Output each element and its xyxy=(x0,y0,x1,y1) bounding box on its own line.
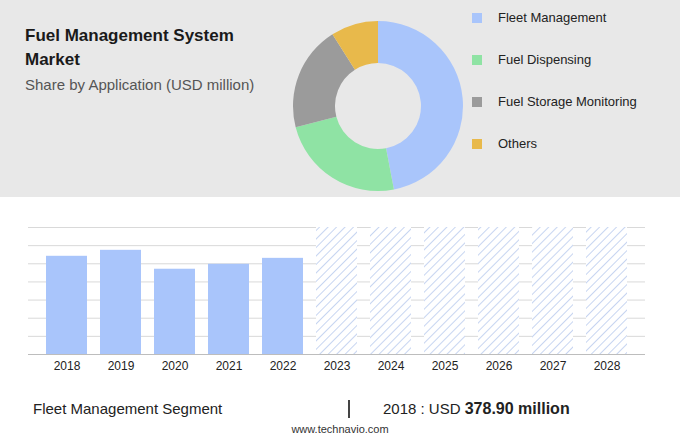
html-text:Others: Others xyxy=(498,136,537,151)
svg-text:2026: 2026 xyxy=(486,359,513,373)
svg-text:2025: 2025 xyxy=(432,359,459,373)
html-text:Fuel Dispensing: Fuel Dispensing xyxy=(498,52,592,67)
html-text:Share by Application (USD mill: Share by Application (USD million) xyxy=(25,76,255,93)
svg-text:2028: 2028 xyxy=(594,359,621,373)
html-text:2018 : USD 378.90 million: 2018 : USD 378.90 million xyxy=(383,400,570,417)
svg-text:2024: 2024 xyxy=(378,359,405,373)
html-text:Fuel Management System Market: Fuel Management System Market xyxy=(25,26,234,69)
svg-text:2019: 2019 xyxy=(108,359,135,373)
svg-text:2023: 2023 xyxy=(324,359,351,373)
html-text:www.technavio.com: www.technavio.com xyxy=(291,423,389,435)
html-text:Fleet Management Segment: Fleet Management Segment xyxy=(33,400,223,417)
svg-text:2018: 2018 xyxy=(54,359,81,373)
svg-text:2020: 2020 xyxy=(162,359,189,373)
svg-text:2027: 2027 xyxy=(540,359,567,373)
svg-text:2022: 2022 xyxy=(270,359,297,373)
svg-text:2021: 2021 xyxy=(216,359,243,373)
html-text:Fleet Management: Fleet Management xyxy=(498,10,607,25)
html-text:Fuel Storage Monitoring: Fuel Storage Monitoring xyxy=(498,94,637,109)
